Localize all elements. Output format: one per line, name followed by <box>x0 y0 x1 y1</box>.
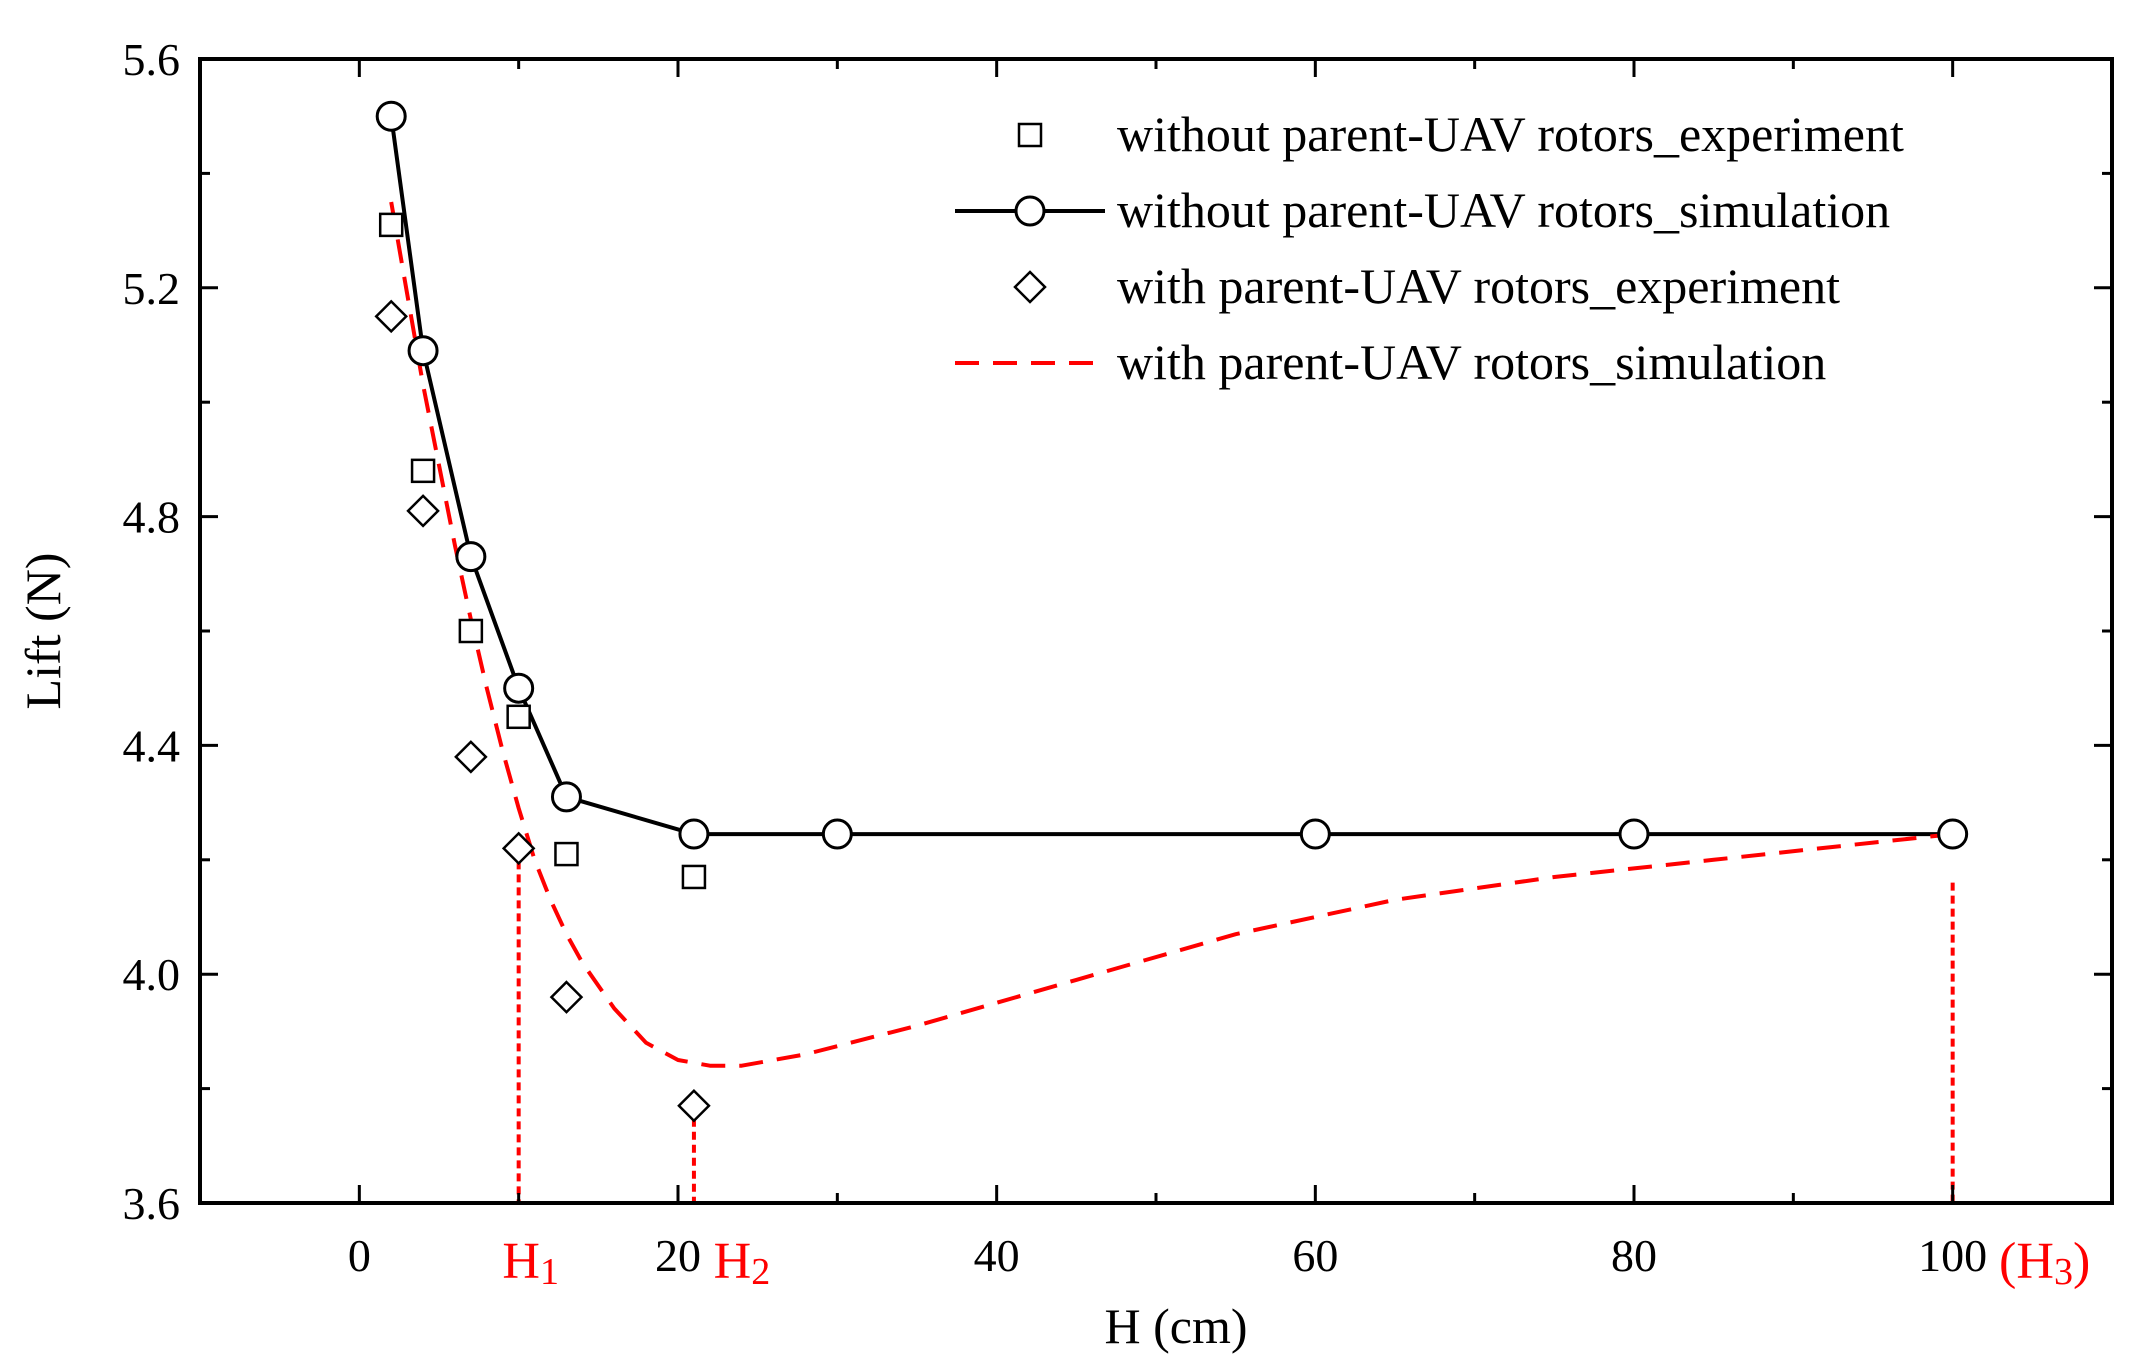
series-with-rotors-simulation-curve <box>389 201 1953 1068</box>
point-without-rotors-simulation <box>1299 818 1331 850</box>
annotation-label-part: 3 <box>2054 1251 2073 1293</box>
point-without-rotors-simulation <box>1618 818 1650 850</box>
y-tick-label: 4.4 <box>123 720 181 771</box>
legend-label: with parent-UAV rotors_simulation <box>1117 334 1826 390</box>
point-without-rotors-simulation <box>375 100 407 132</box>
point-with-rotors-experiment <box>549 980 584 1014</box>
legend-entry: with parent-UAV rotors_experiment <box>1013 258 1840 314</box>
point-with-rotors-experiment <box>677 1088 711 1123</box>
y-tick-label: 5.6 <box>123 34 181 85</box>
y-tick-label: 5.2 <box>123 263 181 314</box>
x-axis-title: H (cm) <box>1105 1298 1248 1354</box>
legend-label: without parent-UAV rotors_simulation <box>1117 182 1890 238</box>
legend-entry: without parent-UAV rotors_experiment <box>1017 106 1904 162</box>
point-without-rotors-experiment <box>506 704 531 730</box>
axes-layer: 0 20 40 60 80 100 3.6 4.0 4.4 4.8 5.2 5.6 H (cm) Lift… <box>15 34 2114 1354</box>
y-tick-label: 4.8 <box>123 492 181 543</box>
annotation-label-part: H <box>502 1233 540 1290</box>
legend-entry: with parent-UAV rotors_simulation <box>955 334 1826 390</box>
y-tick-label: 3.6 <box>123 1178 181 1229</box>
legend-label: with parent-UAV rotors_experiment <box>1117 258 1840 314</box>
point-without-rotors-simulation <box>455 541 487 573</box>
series-layer <box>374 100 1969 1123</box>
annotation-label-part: H <box>2016 1233 2054 1290</box>
x-tick-label: 20 <box>655 1230 701 1281</box>
legend-diamond-marker <box>1013 270 1047 304</box>
point-with-rotors-experiment <box>501 831 536 866</box>
point-without-rotors-experiment <box>410 458 436 484</box>
x-tick-label: 60 <box>1292 1230 1338 1281</box>
x-tick-label: 40 <box>974 1230 1020 1281</box>
point-without-rotors-simulation <box>503 672 535 704</box>
legend-circle-marker <box>1014 195 1046 227</box>
point-with-rotors-experiment <box>406 494 440 528</box>
point-with-rotors-experiment <box>374 299 408 334</box>
y-axis-title: Lift (N) <box>15 553 71 710</box>
legend-square-marker <box>1017 122 1043 148</box>
y-tick-label: 4.0 <box>123 949 181 1000</box>
point-without-rotors-simulation <box>407 335 439 367</box>
legend-label: without parent-UAV rotors_experiment <box>1117 106 1904 162</box>
x-tick-label: 80 <box>1611 1230 1657 1281</box>
point-without-rotors-experiment <box>681 864 707 890</box>
annotation-label-part: ) <box>2073 1233 2090 1290</box>
annotation-label-part: 2 <box>751 1251 770 1293</box>
point-without-rotors-simulation <box>821 818 853 850</box>
annotation-label-h2: H2 <box>714 1233 771 1293</box>
annotation-label-part: 1 <box>540 1251 559 1293</box>
legend-entry: without parent-UAV rotors_simulation <box>955 182 1890 238</box>
annotation-label-h1: H1 <box>502 1233 559 1293</box>
point-without-rotors-experiment <box>378 212 404 238</box>
x-tick-label: 100 <box>1918 1230 1987 1281</box>
point-with-rotors-experiment <box>454 740 488 774</box>
point-without-rotors-simulation <box>550 781 582 813</box>
point-without-rotors-experiment <box>458 618 484 644</box>
annotation-label-part: ( <box>1999 1233 2016 1290</box>
x-tick-label: 0 <box>348 1230 371 1281</box>
annotation-label-part: H <box>714 1233 752 1290</box>
point-without-rotors-experiment <box>554 841 579 867</box>
legend: without parent-UAV rotors_experimentwith… <box>955 106 1904 390</box>
point-without-rotors-simulation <box>1937 818 1969 850</box>
point-without-rotors-simulation <box>678 818 710 850</box>
series-without-rotors-simulation-line <box>389 115 1953 837</box>
annotation-label-h3: (H3) <box>1999 1233 2090 1293</box>
